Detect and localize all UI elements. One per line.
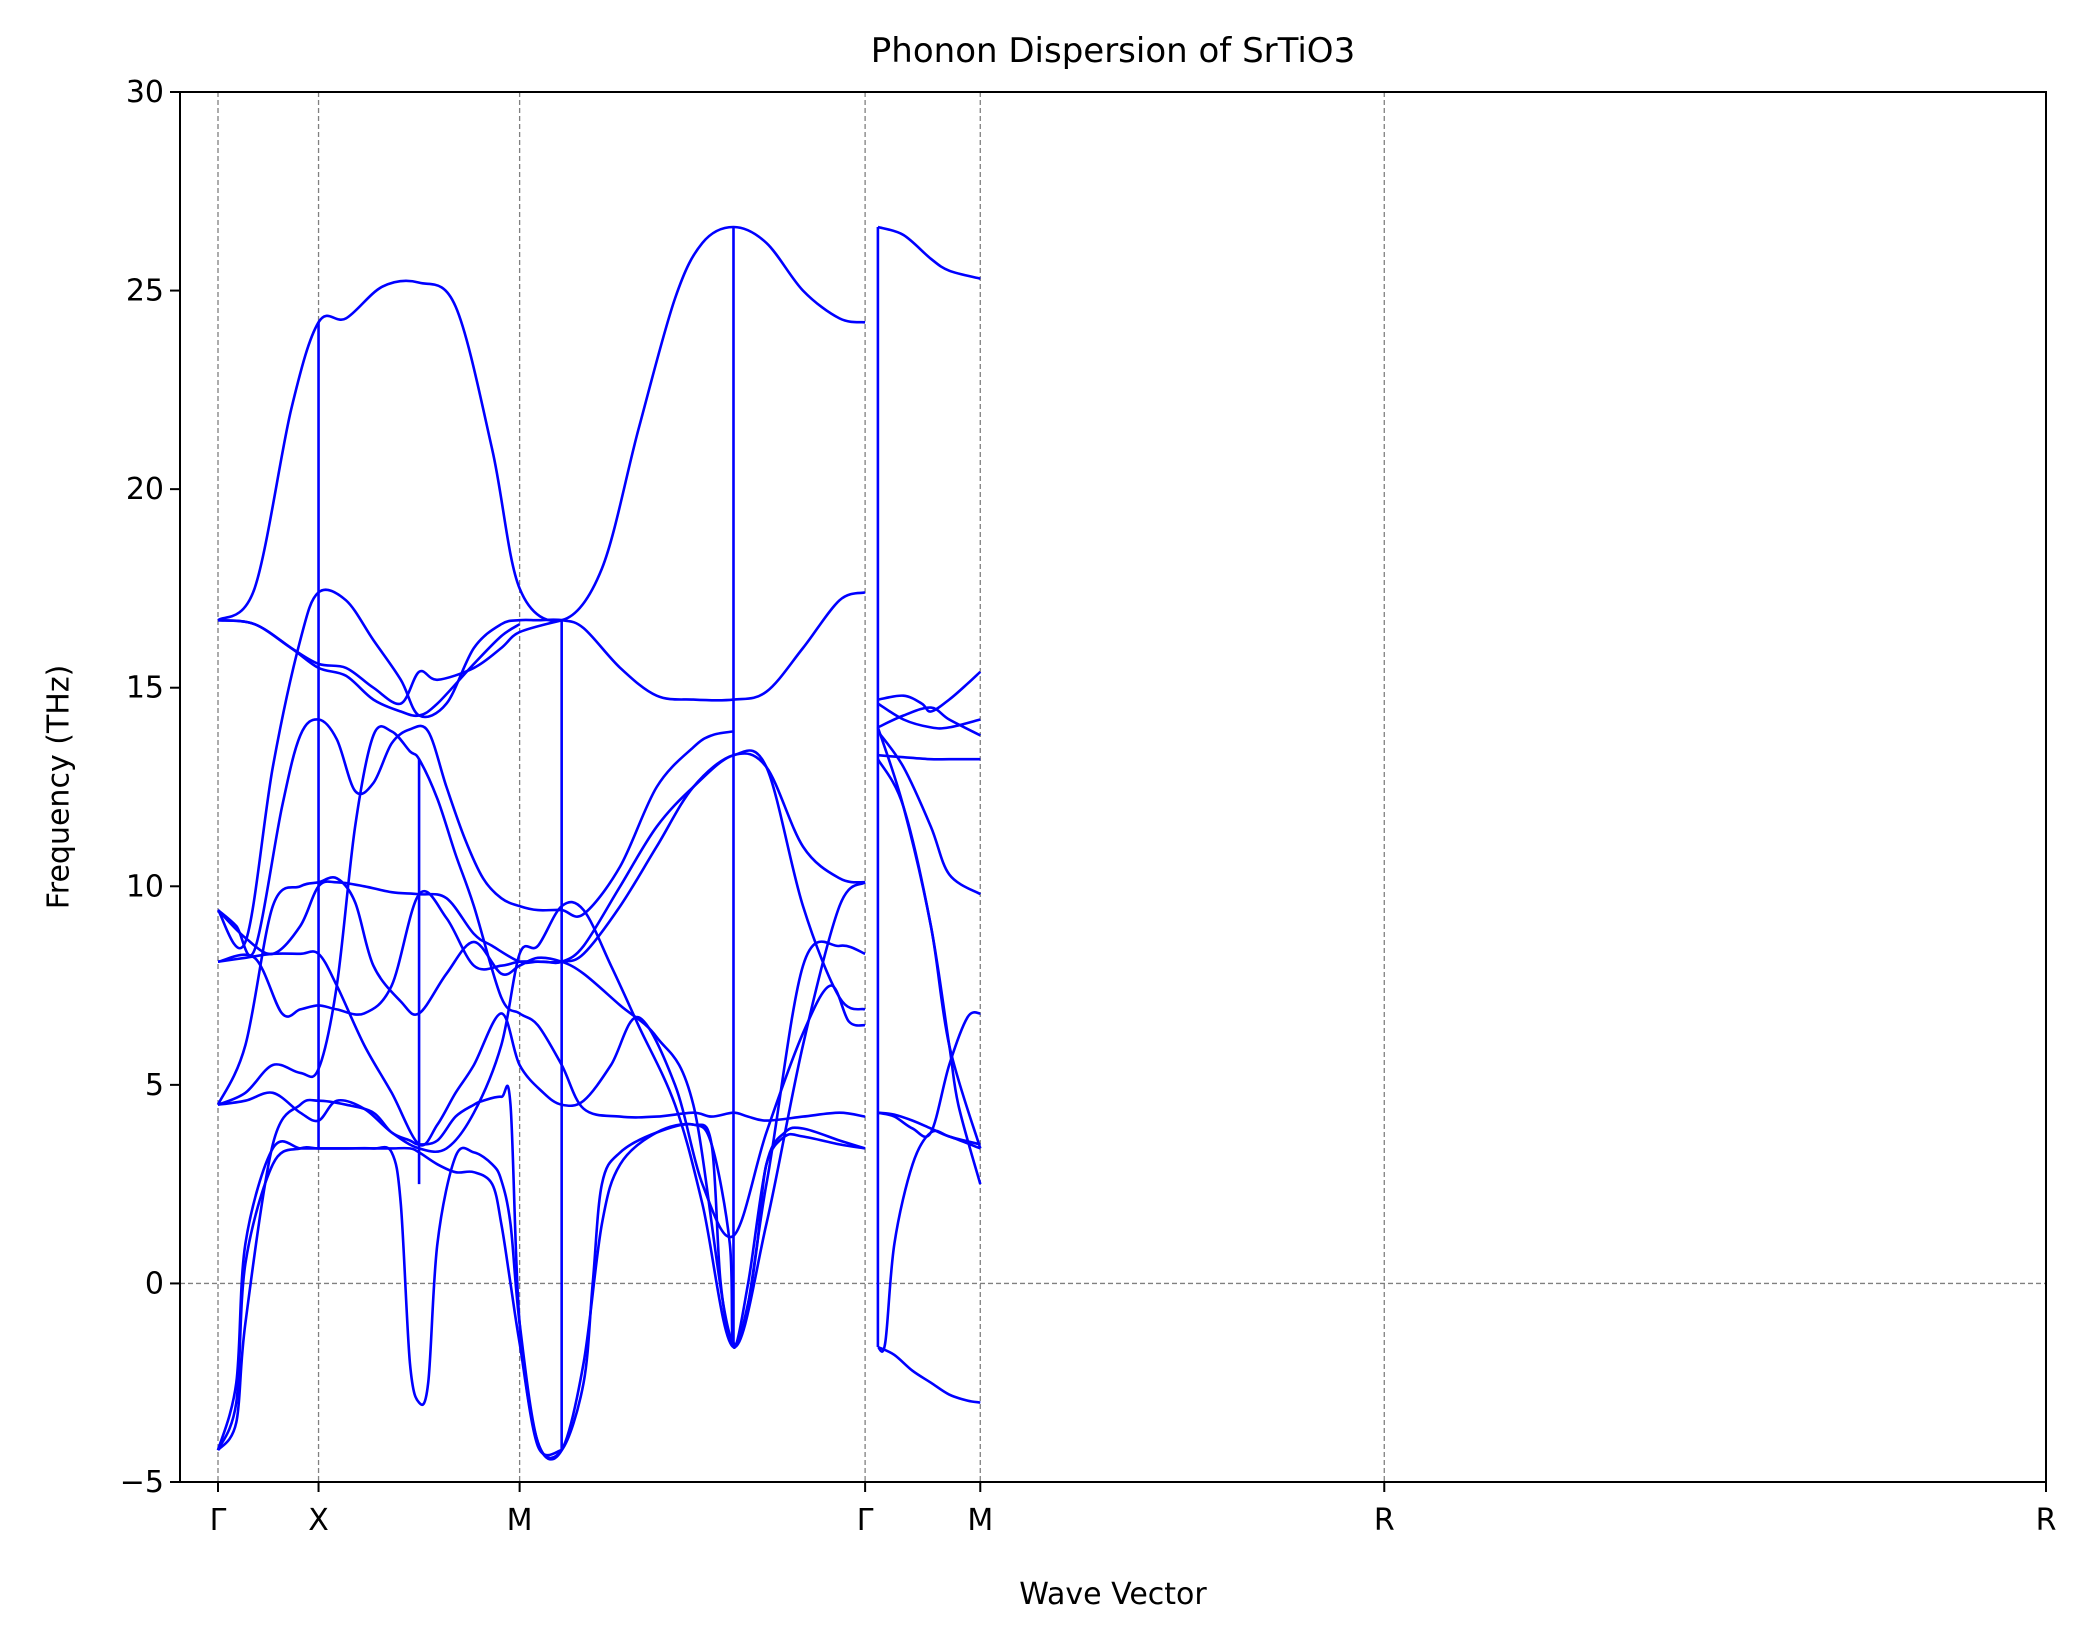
x-tick-label: Γ [210,1503,227,1538]
phonon-band-5 [217,618,521,718]
phonon-band-18 [877,706,981,737]
phonon-band-26 [877,1345,981,1404]
axis-ticks: −5 0 5 10 15 20 25 30 Γ X M Γ M R R [120,75,2057,1538]
x-tick-label: R [2036,1503,2057,1538]
phonon-band-19 [876,730,981,896]
x-tick-label: M [507,1503,533,1538]
phonon-band-6 [217,718,734,957]
plot-frame [179,91,2047,1483]
chart-title: Phonon Dispersion of SrTiO3 [871,31,1355,71]
x-tick-label: Γ [857,1503,874,1538]
phonon-band-1 [217,225,866,623]
y-tick-label: −5 [120,1465,164,1500]
y-tick-label: 10 [126,869,164,904]
phonon-bands [216,225,982,1461]
x-tick-label: X [308,1503,329,1538]
y-tick-label: 5 [145,1068,164,1103]
phonon-band-25 [876,1129,981,1353]
y-tick-label: 25 [126,274,164,309]
phonon-band-15 [216,1145,562,1457]
phonon-band-20 [877,753,981,761]
y-tick-label: 20 [126,472,164,507]
x-tick-label: M [967,1503,993,1538]
phonon-band-10 [217,881,866,1349]
x-tick-label: R [1374,1503,1395,1538]
x-axis-label: Wave Vector [1019,1577,1207,1612]
phonon-band-9 [217,950,866,1239]
y-axis-label: Frequency (THz) [42,665,77,910]
y-tick-label: 0 [145,1266,164,1301]
y-tick-label: 30 [126,75,164,110]
grid-lines [180,92,2046,1482]
y-tick-label: 15 [126,671,164,706]
phonon-band-2 [877,225,981,280]
phonon-band-22 [876,726,982,1185]
phonon-band-16 [877,670,982,713]
